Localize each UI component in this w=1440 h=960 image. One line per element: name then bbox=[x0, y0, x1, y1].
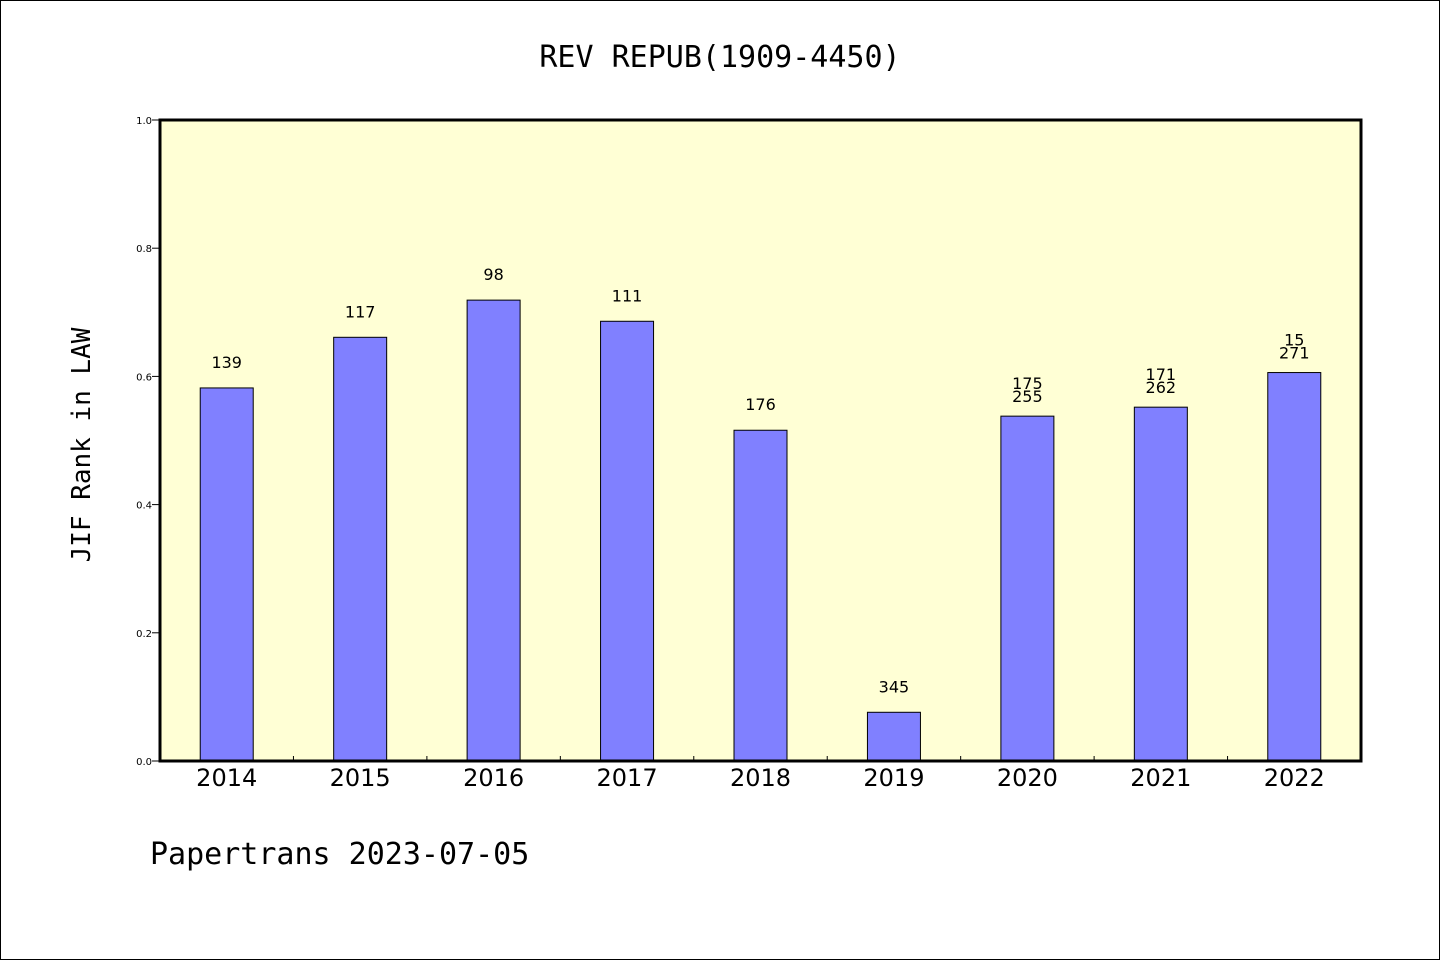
footer-text: Papertrans 2023-07-05 bbox=[150, 837, 529, 872]
data-label-2018: 176 bbox=[745, 395, 776, 414]
data-label-2021: 171 bbox=[1146, 365, 1177, 384]
data-label-2019: 345 bbox=[879, 677, 910, 696]
y-axis-ticks: 0.0 0.2 0.4 0.6 0.8 1.0 bbox=[136, 116, 160, 768]
bars bbox=[199, 299, 1322, 762]
data-label-2021: 262 bbox=[1146, 378, 1177, 397]
x-tick-label-2015: 2015 bbox=[330, 764, 391, 792]
x-tick-label-2016: 2016 bbox=[463, 764, 524, 792]
bar-2014 bbox=[199, 387, 254, 762]
y-tick-label: 0.0 bbox=[136, 757, 152, 768]
x-tick-label-2018: 2018 bbox=[730, 764, 791, 792]
bar-2021 bbox=[1133, 406, 1188, 762]
y-axis-label: JIF Rank in LAW bbox=[67, 327, 97, 562]
bar-2016 bbox=[466, 299, 521, 762]
data-label-2020: 175 bbox=[1012, 374, 1043, 393]
bar-2015 bbox=[333, 336, 388, 762]
y-tick-label: 1.0 bbox=[136, 116, 152, 127]
chart-title: REV REPUB(1909-4450) bbox=[539, 40, 900, 75]
bar-2020 bbox=[1000, 415, 1055, 762]
data-label-2014: 139 bbox=[211, 353, 242, 372]
x-tick-label-2021: 2021 bbox=[1130, 764, 1191, 792]
y-tick-label: 0.8 bbox=[136, 244, 152, 255]
x-axis-ticks: 2014 2015 2016 2017 2018 2019 2020 2021 2022 bbox=[196, 756, 1325, 792]
data-label-2016: 98 bbox=[483, 265, 503, 284]
data-label-2020: 255 bbox=[1012, 387, 1043, 406]
data-label-2015: 117 bbox=[345, 302, 376, 321]
data-label-2017: 111 bbox=[612, 286, 643, 305]
y-tick-label: 0.6 bbox=[136, 372, 152, 383]
y-tick-label: 0.4 bbox=[136, 501, 152, 512]
bar-2018 bbox=[733, 429, 788, 762]
bar-2017 bbox=[600, 320, 655, 762]
x-tick-label-2020: 2020 bbox=[997, 764, 1058, 792]
x-tick-label-2014: 2014 bbox=[196, 764, 257, 792]
x-tick-label-2019: 2019 bbox=[863, 764, 924, 792]
data-label-2022: 271 bbox=[1279, 344, 1310, 363]
bar-2022 bbox=[1267, 372, 1322, 762]
x-tick-label-2017: 2017 bbox=[597, 764, 658, 792]
data-label-2022: 15 bbox=[1284, 331, 1304, 350]
plot-border bbox=[158, 118, 1363, 763]
y-tick-label: 0.2 bbox=[136, 629, 152, 640]
x-tick-label-2022: 2022 bbox=[1264, 764, 1325, 792]
bar-2019 bbox=[866, 711, 921, 762]
